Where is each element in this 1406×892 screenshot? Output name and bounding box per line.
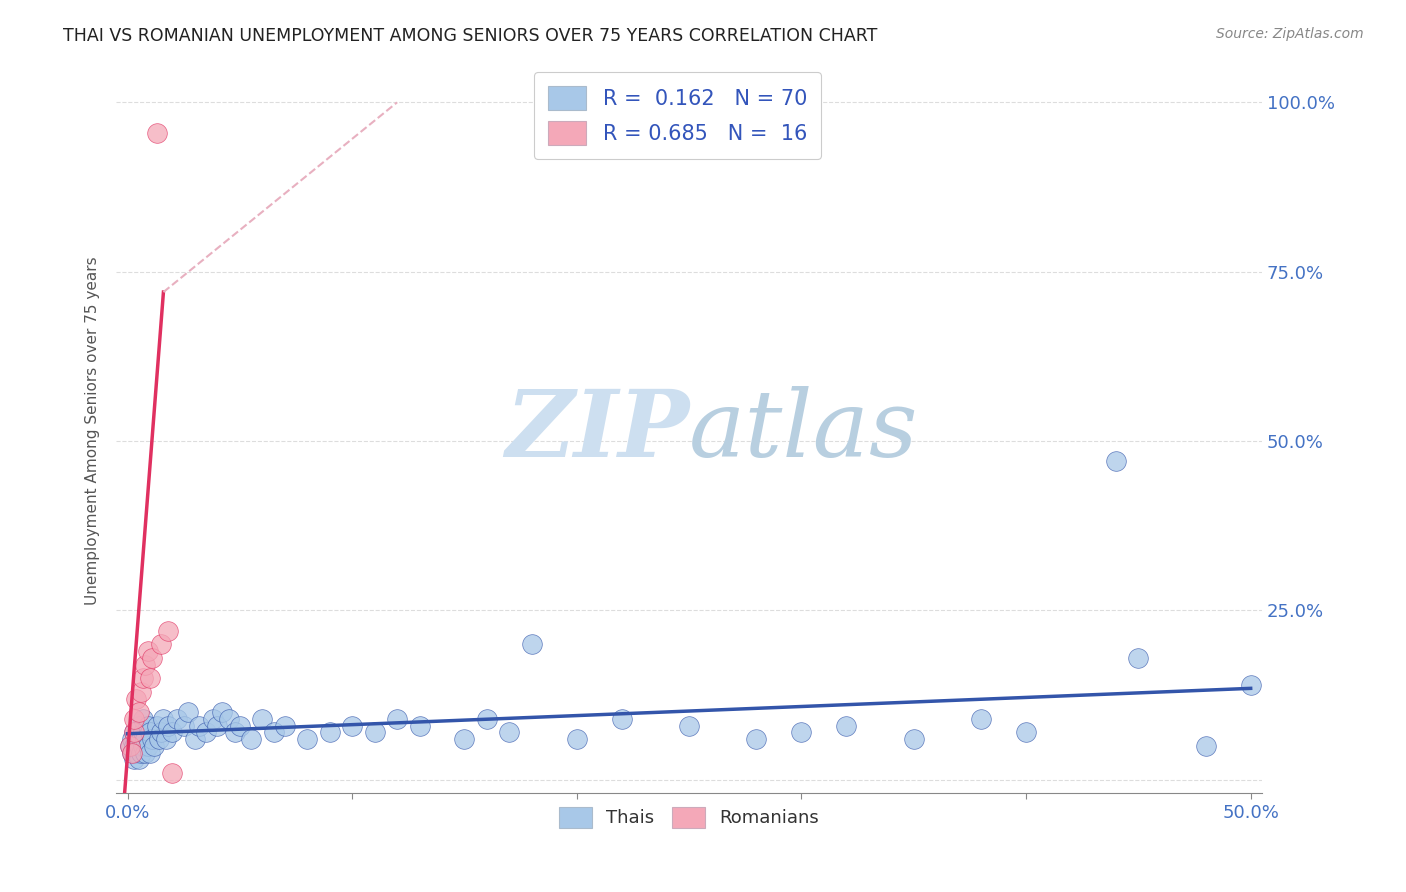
- Thais: [139, 746, 162, 760]
- Thais: [148, 732, 170, 747]
- Thais: [122, 725, 145, 739]
- Thais: [188, 718, 211, 732]
- Thais: [134, 746, 156, 760]
- Thais: [520, 637, 543, 651]
- Thais: [565, 732, 588, 747]
- Thais: [132, 725, 155, 739]
- Thais: [152, 712, 174, 726]
- Romanians: [136, 644, 159, 658]
- Romanians: [162, 766, 184, 780]
- Thais: [162, 725, 184, 739]
- Thais: [166, 712, 188, 726]
- Thais: [150, 725, 173, 739]
- Thais: [385, 712, 408, 726]
- Thais: [125, 746, 148, 760]
- Thais: [129, 746, 152, 760]
- Thais: [252, 712, 274, 726]
- Thais: [173, 718, 195, 732]
- Thais: [610, 712, 633, 726]
- Thais: [475, 712, 498, 726]
- Thais: [136, 718, 159, 732]
- Thais: [128, 739, 150, 753]
- Thais: [155, 732, 177, 747]
- Romanians: [125, 691, 148, 706]
- Thais: [207, 718, 229, 732]
- Romanians: [141, 651, 163, 665]
- Thais: [1105, 454, 1128, 468]
- Thais: [122, 752, 145, 766]
- Thais: [903, 732, 925, 747]
- Romanians: [122, 712, 145, 726]
- Thais: [240, 732, 263, 747]
- Legend: Thais, Romanians: Thais, Romanians: [553, 800, 827, 835]
- Thais: [1128, 651, 1150, 665]
- Romanians: [134, 657, 156, 672]
- Romanians: [132, 671, 155, 685]
- Romanians: [121, 746, 143, 760]
- Thais: [229, 718, 252, 732]
- Thais: [118, 739, 141, 753]
- Thais: [745, 732, 768, 747]
- Romanians: [156, 624, 179, 638]
- Thais: [453, 732, 475, 747]
- Thais: [835, 718, 858, 732]
- Romanians: [128, 705, 150, 719]
- Thais: [678, 718, 700, 732]
- Thais: [340, 718, 363, 732]
- Thais: [218, 712, 240, 726]
- Thais: [790, 725, 813, 739]
- Thais: [132, 739, 155, 753]
- Thais: [498, 725, 520, 739]
- Thais: [224, 725, 246, 739]
- Thais: [1240, 678, 1263, 692]
- Text: atlas: atlas: [689, 386, 918, 476]
- Y-axis label: Unemployment Among Seniors over 75 years: Unemployment Among Seniors over 75 years: [86, 257, 100, 606]
- Thais: [145, 718, 167, 732]
- Romanians: [129, 684, 152, 698]
- Thais: [408, 718, 430, 732]
- Thais: [128, 752, 150, 766]
- Text: Source: ZipAtlas.com: Source: ZipAtlas.com: [1216, 27, 1364, 41]
- Romanians: [150, 637, 173, 651]
- Thais: [125, 732, 148, 747]
- Thais: [139, 725, 162, 739]
- Thais: [132, 712, 155, 726]
- Text: THAI VS ROMANIAN UNEMPLOYMENT AMONG SENIORS OVER 75 YEARS CORRELATION CHART: THAI VS ROMANIAN UNEMPLOYMENT AMONG SENI…: [63, 27, 877, 45]
- Thais: [184, 732, 207, 747]
- Thais: [263, 725, 285, 739]
- Text: ZIP: ZIP: [505, 386, 689, 476]
- Romanians: [118, 739, 141, 753]
- Thais: [156, 718, 179, 732]
- Thais: [211, 705, 233, 719]
- Thais: [136, 739, 159, 753]
- Thais: [318, 725, 340, 739]
- Romanians: [139, 671, 162, 685]
- Thais: [143, 739, 166, 753]
- Thais: [195, 725, 218, 739]
- Thais: [201, 712, 224, 726]
- Thais: [121, 732, 143, 747]
- Romanians: [145, 126, 167, 140]
- Thais: [295, 732, 318, 747]
- Thais: [141, 732, 163, 747]
- Thais: [129, 732, 152, 747]
- Thais: [970, 712, 993, 726]
- Thais: [274, 718, 297, 732]
- Thais: [363, 725, 385, 739]
- Thais: [122, 739, 145, 753]
- Thais: [121, 746, 143, 760]
- Thais: [1015, 725, 1038, 739]
- Thais: [134, 732, 156, 747]
- Romanians: [122, 725, 145, 739]
- Thais: [177, 705, 200, 719]
- Thais: [1195, 739, 1218, 753]
- Thais: [128, 718, 150, 732]
